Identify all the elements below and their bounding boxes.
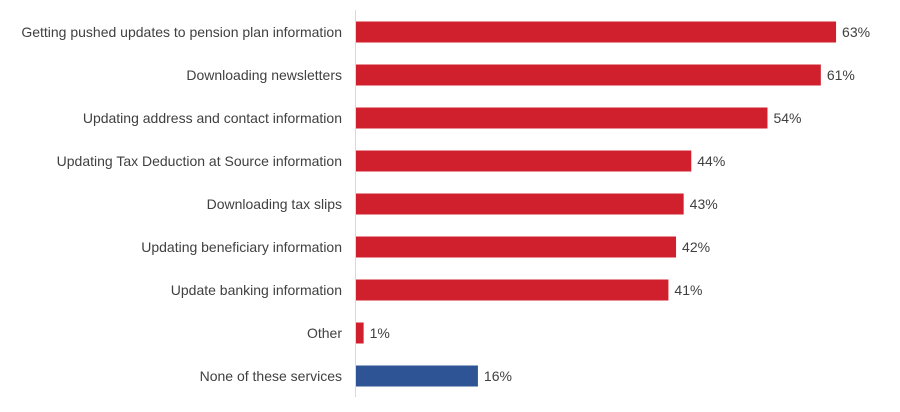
bar <box>356 64 821 86</box>
bar <box>356 150 692 172</box>
bar <box>356 322 364 344</box>
data-label: 61% <box>827 67 855 83</box>
bar <box>356 21 837 43</box>
data-label: 54% <box>773 110 801 126</box>
data-label: 1% <box>370 325 390 341</box>
bar <box>356 279 669 301</box>
category-label: Downloading newsletters <box>186 67 342 83</box>
bar <box>356 107 768 129</box>
category-label: Downloading tax slips <box>207 196 342 212</box>
data-label: 44% <box>697 153 725 169</box>
category-label: Update banking information <box>171 282 342 298</box>
data-label: 16% <box>484 368 512 384</box>
category-label: Other <box>307 325 342 341</box>
data-label: 41% <box>674 282 702 298</box>
data-label: 43% <box>690 196 718 212</box>
category-label: Getting pushed updates to pension plan i… <box>21 24 342 40</box>
data-label: 42% <box>682 239 710 255</box>
category-label: Updating beneficiary information <box>141 239 342 255</box>
bar <box>356 365 478 387</box>
bar <box>356 236 677 258</box>
data-label: 63% <box>842 24 870 40</box>
category-label: None of these services <box>200 368 342 384</box>
category-label: Updating Tax Deduction at Source informa… <box>57 153 342 169</box>
category-label: Updating address and contact information <box>83 110 342 126</box>
bar <box>356 193 684 215</box>
